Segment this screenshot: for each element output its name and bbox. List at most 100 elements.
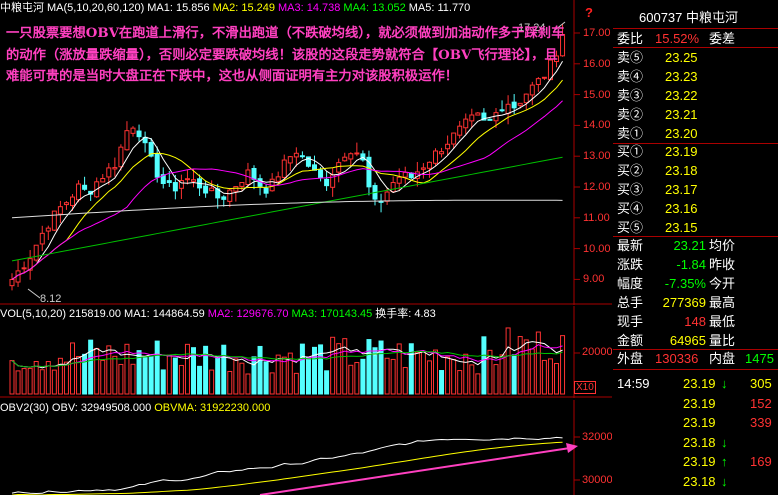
candle-body <box>469 114 475 122</box>
price-ma-legend: 中粮屯河 MA(5,10,20,60,120) MA1: 15.856 MA2: 15… <box>0 0 473 16</box>
bid-row[interactable]: 买③ 23.17 <box>613 180 778 199</box>
volume-scale-badge[interactable]: X10 <box>574 381 596 394</box>
volume-bar <box>299 343 305 395</box>
ask-row[interactable]: 卖⑤ 23.25 <box>613 48 778 67</box>
volume-bar <box>499 354 505 395</box>
volume-bar <box>378 340 384 395</box>
bid-row[interactable]: 买⑤ 23.15 <box>613 218 778 237</box>
candle-body <box>45 227 51 232</box>
stat-row[interactable]: 现手 148 最低 <box>613 312 778 331</box>
question-icon[interactable]: ? <box>585 5 593 20</box>
candle-body <box>439 151 445 155</box>
vol-ma3-line <box>11 350 563 368</box>
ask-row[interactable]: 卖④ 23.23 <box>613 67 778 86</box>
stat-row[interactable]: 幅度 -7.35% 今开 <box>613 274 778 293</box>
tick-time: 14:59 <box>617 376 650 391</box>
candlestick-chart[interactable] <box>0 0 612 305</box>
ma20-line <box>11 100 563 280</box>
bid-row[interactable]: 买① 23.19 <box>613 142 778 161</box>
obv-axis-tick-1: 32000 <box>582 431 612 443</box>
candle-body <box>136 130 142 138</box>
volume-bar <box>15 370 21 395</box>
volume-bar <box>408 343 414 395</box>
candle-body <box>433 150 438 164</box>
candle-body <box>511 101 517 109</box>
candle-body <box>88 190 94 195</box>
ma10-line <box>11 79 563 280</box>
tick-row[interactable]: 23.19 ↑ 169 <box>613 452 778 471</box>
volume-bar <box>51 369 57 395</box>
tick-row[interactable]: 23.19 152 <box>613 394 778 413</box>
volume-bar <box>354 362 360 395</box>
volume-bar <box>63 361 69 395</box>
stat-label-2: 最高 <box>709 295 736 310</box>
price-axis-tick: 16.00 <box>583 57 611 70</box>
ask-row[interactable]: 卖③ 23.22 <box>613 86 778 105</box>
tick-row[interactable]: 23.18 ↓ <box>613 433 778 452</box>
volume-bar <box>511 354 517 395</box>
tick-row[interactable]: 14:59 23.19 ↓ 305 <box>613 374 778 393</box>
ma5-line <box>11 61 563 280</box>
candle-body <box>209 187 215 192</box>
volume-legend-item: MA2: 129676.70 <box>207 308 289 320</box>
obv-chart[interactable] <box>0 400 612 495</box>
volume-bar <box>433 349 438 395</box>
candle-body <box>541 76 547 79</box>
price-axis-tick: 14.00 <box>583 119 611 132</box>
candle-body <box>396 176 402 184</box>
price-legend-item: MA1: 15.856 <box>147 2 210 14</box>
price-chart-panel[interactable]: 中粮屯河 MA(5,10,20,60,120) MA1: 15.856 MA2: 15… <box>0 0 612 305</box>
neipan-value: 1475 <box>745 351 774 366</box>
bid-row[interactable]: 买② 23.18 <box>613 161 778 180</box>
obv-chart-panel[interactable]: OBV2(30) OBV: 32949508.000 OBVMA: 31922230… <box>0 400 612 495</box>
volume-bar <box>475 373 481 395</box>
price-axis-tick: 12.00 <box>583 181 611 193</box>
volume-legend: VOL(5,10,20) 215819.00 MA1: 144864.59 MA2: … <box>0 306 439 322</box>
tick-volume: 152 <box>750 395 772 411</box>
volume-bar <box>312 346 317 395</box>
candle-body <box>100 178 106 183</box>
volume-bar <box>396 343 402 395</box>
volume-bar <box>27 367 33 395</box>
volume-bar <box>257 345 263 395</box>
vol-ma1-line <box>11 341 563 369</box>
stat-value: -7.35% <box>664 276 706 291</box>
bid-row[interactable]: 买④ 23.16 <box>613 199 778 218</box>
low-marker <box>27 288 41 299</box>
tick-arrow: ↑ <box>721 454 728 469</box>
tick-price: 23.19 <box>683 395 716 411</box>
quote-panel: 600737 中粮屯河 委比 15.52% 委差 卖⑤ 23.25 卖④ 23.23 卖… <box>613 0 778 495</box>
tick-row[interactable]: 23.19 339 <box>613 413 778 432</box>
volume-bar <box>172 357 178 395</box>
stat-label-2: 均价 <box>709 238 736 253</box>
stat-row[interactable]: 总手 277369 最高 <box>613 293 778 312</box>
volume-chart-panel[interactable]: VOL(5,10,20) 215819.00 MA1: 144864.59 MA2: … <box>0 306 612 398</box>
high-price-label: 17.24 <box>518 22 546 34</box>
volume-bar <box>336 343 342 395</box>
volume-bar <box>529 348 535 395</box>
candle-body <box>172 182 178 192</box>
tick-row[interactable]: 23.18 ↓ <box>613 472 778 491</box>
candle-body <box>178 180 184 189</box>
stat-row[interactable]: 金额 64965 量比 <box>613 331 778 350</box>
volume-bar <box>360 358 366 395</box>
obv-legend-item: OBVMA: 31922230.000 <box>154 402 271 414</box>
candle-body <box>21 267 27 270</box>
volume-bar <box>215 356 221 395</box>
annotation-text: 一只股票要想OBV在跑道上滑行，不滑出跑道（不跌破均线），就必须做到加油动作多于… <box>6 26 565 84</box>
stat-value: 23.21 <box>673 238 706 253</box>
ask-row[interactable]: 卖② 23.21 <box>613 105 778 124</box>
obv-line <box>11 436 563 494</box>
obv-legend-item: OBV: 32949508.000 <box>51 402 152 414</box>
volume-chart[interactable] <box>0 306 612 398</box>
obv-legend: OBV2(30) OBV: 32949508.000 OBVMA: 31922230… <box>0 400 273 416</box>
stat-row[interactable]: 最新 23.21 均价 <box>613 236 778 255</box>
ask-row[interactable]: 卖① 23.20 <box>613 124 778 143</box>
volume-bar <box>505 327 511 395</box>
volume-bar <box>39 369 45 395</box>
volume-bar <box>184 343 190 395</box>
candle-body <box>499 109 505 112</box>
candle-body <box>402 171 408 178</box>
stat-row[interactable]: 涨跌 -1.84 昨收 <box>613 255 778 274</box>
volume-bar <box>142 357 148 395</box>
